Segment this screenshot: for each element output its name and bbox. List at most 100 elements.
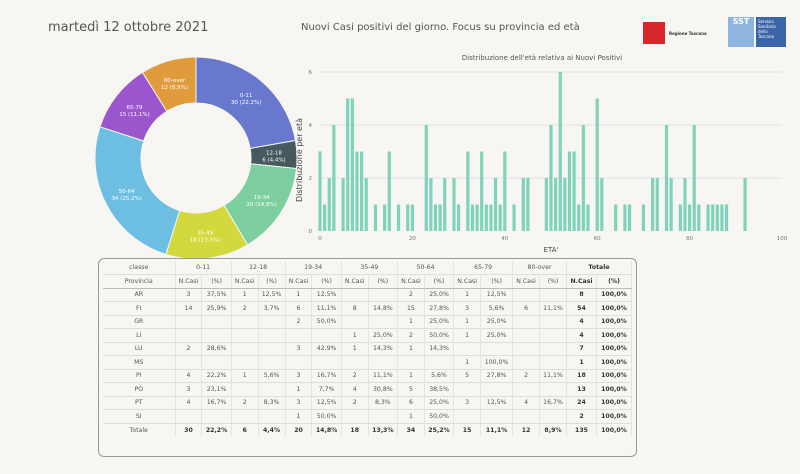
value-cell: 100,0% (596, 288, 632, 302)
value-cell: 2 (231, 396, 259, 410)
x-tick-label: 60 (594, 236, 601, 242)
value-cell: 1 (453, 355, 482, 370)
class-header: Totale (566, 261, 633, 275)
slice-label: 65-79 (127, 105, 143, 111)
value-cell (175, 315, 203, 329)
value-cell: 25,0% (424, 288, 455, 302)
total-cell: 34 (397, 423, 425, 437)
value-cell (201, 315, 232, 329)
sst-logo: SST Servizio Sanitario della Toscana (728, 17, 786, 47)
value-cell: 12,5% (311, 288, 342, 302)
value-cell: 54 (566, 301, 598, 316)
histogram-bar (581, 125, 585, 231)
slice-value: 12 (8,9%) (161, 85, 188, 91)
value-cell: 28,6% (201, 342, 232, 356)
total-cell: 14,8% (311, 423, 342, 437)
table-row: PI 4 22,2% 1 5,6% 3 16,7% 2 11,1% 1 5,6% 5 27,8% 2 11,… (103, 369, 632, 383)
value-cell: 16,7% (311, 369, 342, 383)
histogram-bar (396, 204, 401, 231)
total-cell: 15 (453, 423, 482, 437)
histogram-bar (720, 204, 724, 231)
table-row: SI 1 50,0% 1 50,0% 2 100,0% (103, 409, 632, 424)
histogram-bar (350, 98, 354, 231)
histogram-bar (452, 178, 456, 231)
x-tick-label: 80 (686, 236, 693, 242)
table-row: MS 1 100,0% 1 100,0% (103, 355, 632, 370)
value-cell: 100,0% (596, 382, 632, 397)
value-cell (175, 355, 203, 370)
class-header: 80-over (512, 261, 567, 275)
slice-value: 15 (11,1%) (119, 112, 150, 118)
value-cell (368, 288, 398, 302)
value-cell: 14,3% (368, 342, 398, 356)
value-cell (231, 342, 259, 356)
value-cell: 14,8% (368, 301, 398, 316)
value-cell: 1 (285, 409, 313, 424)
value-cell: 11,1% (368, 369, 398, 383)
class-header: 50-64 (397, 261, 455, 275)
value-cell: 100,0% (596, 396, 632, 410)
logo-text: Regione Toscana (669, 30, 707, 36)
value-cell (175, 409, 203, 424)
value-cell: 2 (341, 369, 369, 383)
value-cell (285, 355, 313, 370)
histogram-bar (627, 204, 632, 231)
regione-toscana-logo: Regione Toscana (643, 22, 707, 44)
histogram-bar (443, 178, 447, 231)
value-cell: 25,0% (424, 315, 455, 329)
province-cell: PI (103, 369, 176, 383)
histogram-bar (711, 204, 715, 231)
province-cell: LI (103, 328, 176, 343)
value-cell: 100,0% (596, 409, 632, 424)
value-cell (175, 328, 203, 343)
value-cell: 100,0% (596, 328, 632, 343)
value-cell: 1 (453, 288, 482, 302)
value-cell: 7,7% (311, 382, 342, 397)
value-cell: 5,6% (480, 301, 514, 316)
province-cell: GR (103, 315, 176, 329)
value-cell: 6 (285, 301, 313, 316)
value-cell (258, 342, 286, 356)
slice-label: 12-18 (266, 150, 282, 156)
y-tick-label: 0 (309, 229, 313, 235)
value-cell (424, 355, 455, 370)
value-cell: 3 (285, 342, 313, 356)
value-cell (258, 328, 286, 343)
value-cell (231, 382, 259, 397)
class-header: 0-11 (175, 261, 232, 275)
value-cell (258, 382, 286, 397)
histogram-bar (678, 204, 682, 231)
value-cell: 1 (285, 288, 313, 302)
value-cell (539, 342, 567, 356)
donut-slice-50-64 (94, 126, 181, 256)
value-cell: 2 (397, 288, 425, 302)
value-cell: 100,0% (596, 369, 632, 383)
histogram-bar (318, 151, 322, 231)
x-tick-label: 0 (318, 236, 322, 242)
slice-value: 30 (22,2%) (231, 100, 262, 106)
value-cell: 11,1% (539, 301, 567, 316)
x-tick-label: 40 (501, 236, 508, 242)
ncasi-header: N.Casi (285, 274, 313, 289)
histogram-bar (383, 204, 387, 231)
total-cell: 8,9% (539, 423, 567, 437)
value-cell: 50,0% (311, 315, 342, 329)
histogram-bar (364, 178, 368, 231)
province-cell: SI (103, 409, 176, 424)
province-cell: PO (103, 382, 176, 397)
value-cell: 1 (566, 355, 598, 370)
ncasi-header: N.Casi (341, 274, 369, 289)
value-cell (201, 409, 232, 424)
value-cell: 25,0% (424, 396, 455, 410)
histogram-bar (373, 204, 378, 231)
total-cell: 6 (231, 423, 259, 437)
total-cell: 11,1% (480, 423, 514, 437)
table-row: GR 2 50,0% 1 25,0% 1 25,0% 4 100,0% (103, 315, 632, 329)
value-cell: 18 (566, 369, 598, 383)
histogram-bar (498, 204, 502, 231)
value-cell (539, 355, 567, 370)
ncasi-header: N.Casi (512, 274, 541, 289)
page-title: Nuovi Casi positivi del giorno. Focus su… (301, 22, 580, 33)
slice-value: 20 (14,8%) (246, 202, 277, 208)
value-cell: 4 (341, 382, 369, 397)
